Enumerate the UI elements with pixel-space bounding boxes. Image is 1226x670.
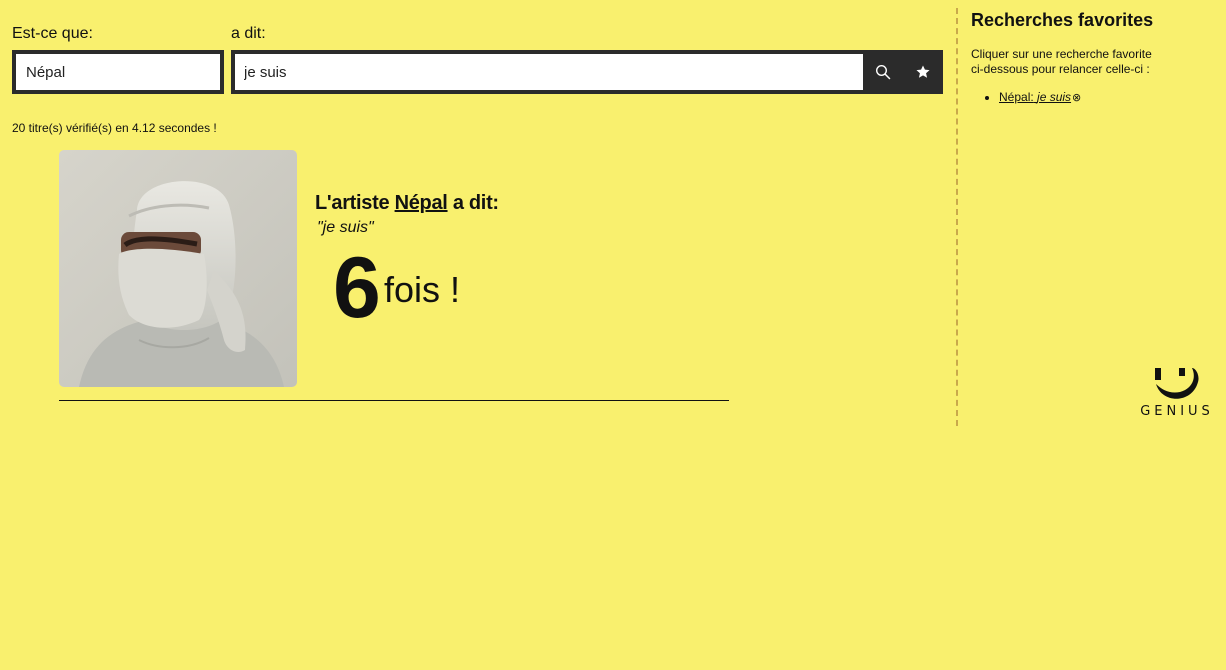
favorite-artist: Népal:	[999, 90, 1034, 104]
favorites-sidebar: Recherches favorites Cliquer sur une rec…	[971, 0, 1226, 670]
star-icon	[916, 65, 930, 78]
sidebar-divider	[956, 8, 958, 426]
result-quote: "je suis"	[317, 219, 374, 236]
search-button[interactable]	[863, 50, 903, 94]
result-heading-prefix: L'artiste	[315, 192, 390, 214]
remove-favorite-icon[interactable]: ⊗	[1072, 92, 1082, 104]
favorite-link[interactable]: Népal: je suis	[999, 90, 1071, 104]
artist-photo	[59, 150, 297, 387]
phrase-input[interactable]	[231, 50, 863, 94]
said-label: a dit:	[231, 25, 266, 42]
artist-label: Est-ce que:	[12, 25, 93, 42]
sidebar-title: Recherches favorites	[971, 10, 1154, 30]
result-heading-suffix: a dit:	[452, 192, 499, 214]
artist-input[interactable]	[12, 50, 224, 94]
result-heading: L'artiste Népal a dit:	[315, 192, 499, 215]
favorites-list: Népal: je suis⊗	[971, 90, 1081, 104]
favorite-button[interactable]	[903, 50, 943, 94]
result-divider	[59, 400, 729, 401]
favorite-item: Népal: je suis⊗	[999, 90, 1081, 104]
artist-link[interactable]: Népal	[394, 192, 448, 214]
genius-logo: GENIUS	[1134, 362, 1220, 424]
result-count-suffix: fois !	[384, 269, 461, 310]
sidebar-help-line: Cliquer sur une recherche favorite	[971, 47, 1152, 61]
search-icon	[875, 64, 891, 80]
result-count: 6	[333, 240, 381, 336]
sidebar-help: Cliquer sur une recherche favorite ci-de…	[971, 47, 1171, 77]
favorite-phrase: je suis	[1037, 90, 1072, 104]
sidebar-help-line: ci-dessous pour relancer celle-ci :	[971, 62, 1150, 76]
genius-face-icon	[1155, 368, 1199, 399]
search-status: 20 titre(s) vérifié(s) en 4.12 secondes …	[12, 121, 217, 135]
genius-wordmark: GENIUS	[1140, 404, 1214, 419]
main-panel: Est-ce que: a dit: 20 titre(s) vérifié(s…	[12, 25, 943, 401]
